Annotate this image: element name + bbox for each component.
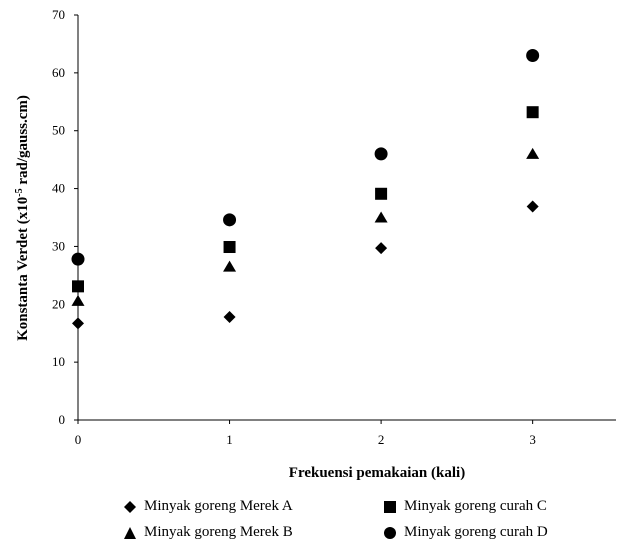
x-tick-label: 2 (378, 432, 385, 447)
diamond-marker-icon (124, 500, 136, 513)
x-tick-label: 0 (75, 432, 82, 447)
legend: Minyak goreng Merek A Minyak goreng Mere… (120, 494, 619, 546)
legend-label: Minyak goreng curah C (404, 498, 547, 514)
legend-item-merek-a: Minyak goreng Merek A (124, 498, 293, 515)
y-axis-ticks: 0 10 20 30 40 50 60 70 (52, 7, 78, 427)
legend-label: Minyak goreng Merek A (144, 498, 293, 514)
circle-point (374, 147, 388, 161)
triangle-marker-icon (124, 526, 136, 539)
diamond-point (223, 311, 236, 324)
y-tick-label: 70 (52, 7, 65, 22)
triangle-point (374, 211, 388, 223)
triangle-point (526, 147, 540, 159)
y-axis-title: Konstanta Verdet (x10-5 rad/gauss.cm) (14, 95, 32, 341)
y-tick-label: 0 (59, 412, 66, 427)
y-tick-label: 10 (52, 354, 65, 369)
y-tick-label: 40 (52, 181, 65, 196)
triangle-point (71, 294, 85, 306)
diamond-point (72, 317, 84, 330)
data-points (71, 49, 540, 330)
x-axis-ticks: 0 1 2 3 (75, 420, 536, 447)
square-point (526, 106, 539, 119)
legend-item-curah-c: Minyak goreng curah C (384, 498, 547, 515)
axes (77, 15, 616, 421)
diamond-point (375, 242, 388, 255)
y-tick-label: 30 (52, 238, 65, 253)
triangle-point (223, 260, 237, 272)
legend-label: Minyak goreng Merek B (144, 524, 293, 540)
legend-item-curah-d: Minyak goreng curah D (384, 524, 548, 541)
square-point (223, 241, 236, 254)
x-tick-label: 1 (226, 432, 233, 447)
circle-point (223, 213, 237, 227)
circle-point (526, 49, 540, 62)
legend-label: Minyak goreng curah D (404, 524, 548, 540)
circle-marker-icon (384, 526, 396, 539)
square-marker-icon (384, 500, 396, 513)
y-tick-label: 50 (52, 123, 65, 138)
circle-point (71, 252, 85, 266)
y-tick-label: 20 (52, 296, 65, 311)
scatter-chart: 0 10 20 30 40 50 60 70 0 1 2 3 Konstanta Verdet (x… (14, 7, 616, 481)
diamond-point (526, 200, 539, 213)
square-point (72, 280, 84, 293)
square-point (375, 187, 388, 200)
x-axis-title: Frekuensi pemakaian (kali) (289, 465, 465, 481)
x-tick-label: 3 (529, 432, 536, 447)
y-tick-label: 60 (52, 65, 65, 80)
legend-item-merek-b: Minyak goreng Merek B (124, 524, 293, 541)
